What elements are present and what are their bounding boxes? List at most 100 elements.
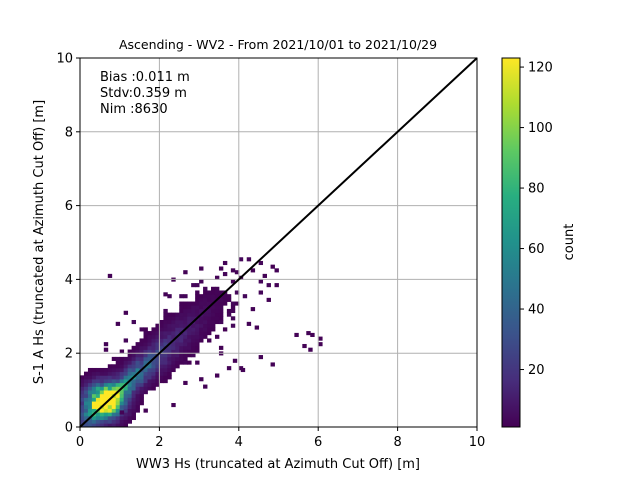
histogram-cell [115, 419, 121, 424]
histogram-cell [127, 367, 133, 373]
histogram-cell [80, 382, 85, 387]
histogram-cell [151, 353, 156, 358]
histogram-cell [111, 423, 117, 428]
histogram-cell [115, 423, 121, 428]
histogram-cell [111, 364, 117, 369]
histogram-cell [115, 382, 121, 387]
histogram-cell [187, 316, 192, 321]
histogram-cell [115, 404, 121, 409]
histogram-cell [171, 353, 176, 358]
histogram-cell [167, 364, 172, 369]
histogram-cell [250, 268, 256, 273]
histogram-cell [211, 312, 216, 317]
histogram-cell [103, 412, 109, 417]
histogram-cell [218, 319, 224, 325]
histogram-cell [99, 379, 105, 384]
histogram-cell [123, 360, 129, 365]
histogram-cell [191, 345, 196, 350]
histogram-cell [83, 397, 89, 402]
histogram-cell [199, 266, 204, 271]
histogram-cell [171, 312, 176, 317]
histogram-cell [115, 415, 121, 421]
histogram-cell [115, 401, 121, 406]
histogram-cell [207, 319, 212, 325]
histogram-cell [183, 338, 188, 343]
histogram-cell [123, 371, 129, 376]
histogram-cell [191, 323, 196, 328]
histogram-cell [155, 327, 160, 332]
histogram-cell [147, 349, 152, 354]
histogram-cell [187, 301, 192, 306]
chart-title: Ascending - WV2 - From 2021/10/01 to 202… [119, 37, 437, 52]
histogram-cell [155, 349, 160, 354]
histogram-cell [222, 260, 228, 266]
histogram-cell [143, 334, 148, 339]
histogram-cell [131, 367, 136, 373]
histogram-cell [127, 382, 133, 387]
histogram-cell [135, 342, 140, 347]
histogram-cell [258, 260, 264, 266]
histogram-cell [207, 301, 212, 306]
histogram-cell [179, 305, 184, 310]
histogram-cell [171, 367, 176, 373]
histogram-cell [163, 319, 168, 325]
histogram-cell [199, 323, 204, 328]
histogram-cell [99, 415, 105, 421]
histogram-cell [111, 401, 117, 406]
histogram-cell [123, 401, 129, 406]
histogram-cell [167, 371, 172, 376]
histogram-cell [308, 347, 313, 352]
histogram-cell [131, 382, 136, 387]
histogram-cell [167, 327, 172, 332]
histogram-cell [99, 419, 105, 424]
histogram-cell [179, 294, 184, 299]
colorbar-tick-label: 60 [528, 242, 545, 257]
histogram-cell [183, 319, 188, 325]
histogram-cell [139, 327, 144, 332]
histogram-cell [135, 367, 140, 373]
histogram-cell [107, 393, 113, 398]
histogram-cell [135, 397, 140, 402]
count-annotation: Nim :8630 [100, 102, 168, 117]
histogram-cell [199, 297, 204, 302]
histogram-cell [175, 345, 180, 350]
histogram-cell [199, 294, 204, 299]
histogram-cell [107, 390, 113, 395]
histogram-cell [80, 415, 85, 421]
histogram-cell [139, 345, 144, 350]
y-axis-label: S-1 A Hs (truncated at Azimuth Cut Off) … [32, 100, 47, 384]
histogram-cell [99, 423, 105, 428]
histogram-cell [218, 316, 224, 321]
histogram-cell [246, 321, 252, 326]
histogram-cell [187, 338, 192, 343]
histogram-cell [139, 342, 144, 347]
histogram-cell [218, 290, 224, 295]
histogram-cell [95, 382, 101, 387]
histogram-cell [107, 412, 113, 417]
histogram-cell [175, 331, 180, 336]
histogram-cell [191, 327, 196, 332]
histogram-cell [175, 364, 180, 369]
histogram-cell [127, 349, 133, 354]
histogram-cell [218, 266, 224, 271]
histogram-cell [139, 364, 144, 369]
histogram-cell [87, 386, 93, 391]
histogram-cell [159, 371, 164, 376]
histogram-cell [111, 356, 117, 361]
histogram-cell [179, 327, 184, 332]
histogram-cell [131, 386, 136, 391]
histogram-cell [127, 401, 133, 406]
histogram-cell [123, 338, 129, 343]
histogram-cell [87, 423, 93, 428]
histogram-cell [179, 319, 184, 325]
histogram-cell [131, 404, 136, 409]
histogram-cell [103, 419, 109, 424]
histogram-cell [115, 356, 121, 361]
histogram-cell [167, 349, 172, 354]
histogram-cell [103, 367, 109, 373]
histogram-cell [222, 294, 228, 299]
histogram-cell [195, 290, 200, 295]
histogram-cell [167, 294, 172, 299]
histogram-cell [151, 367, 156, 373]
histogram-cell [207, 308, 212, 314]
